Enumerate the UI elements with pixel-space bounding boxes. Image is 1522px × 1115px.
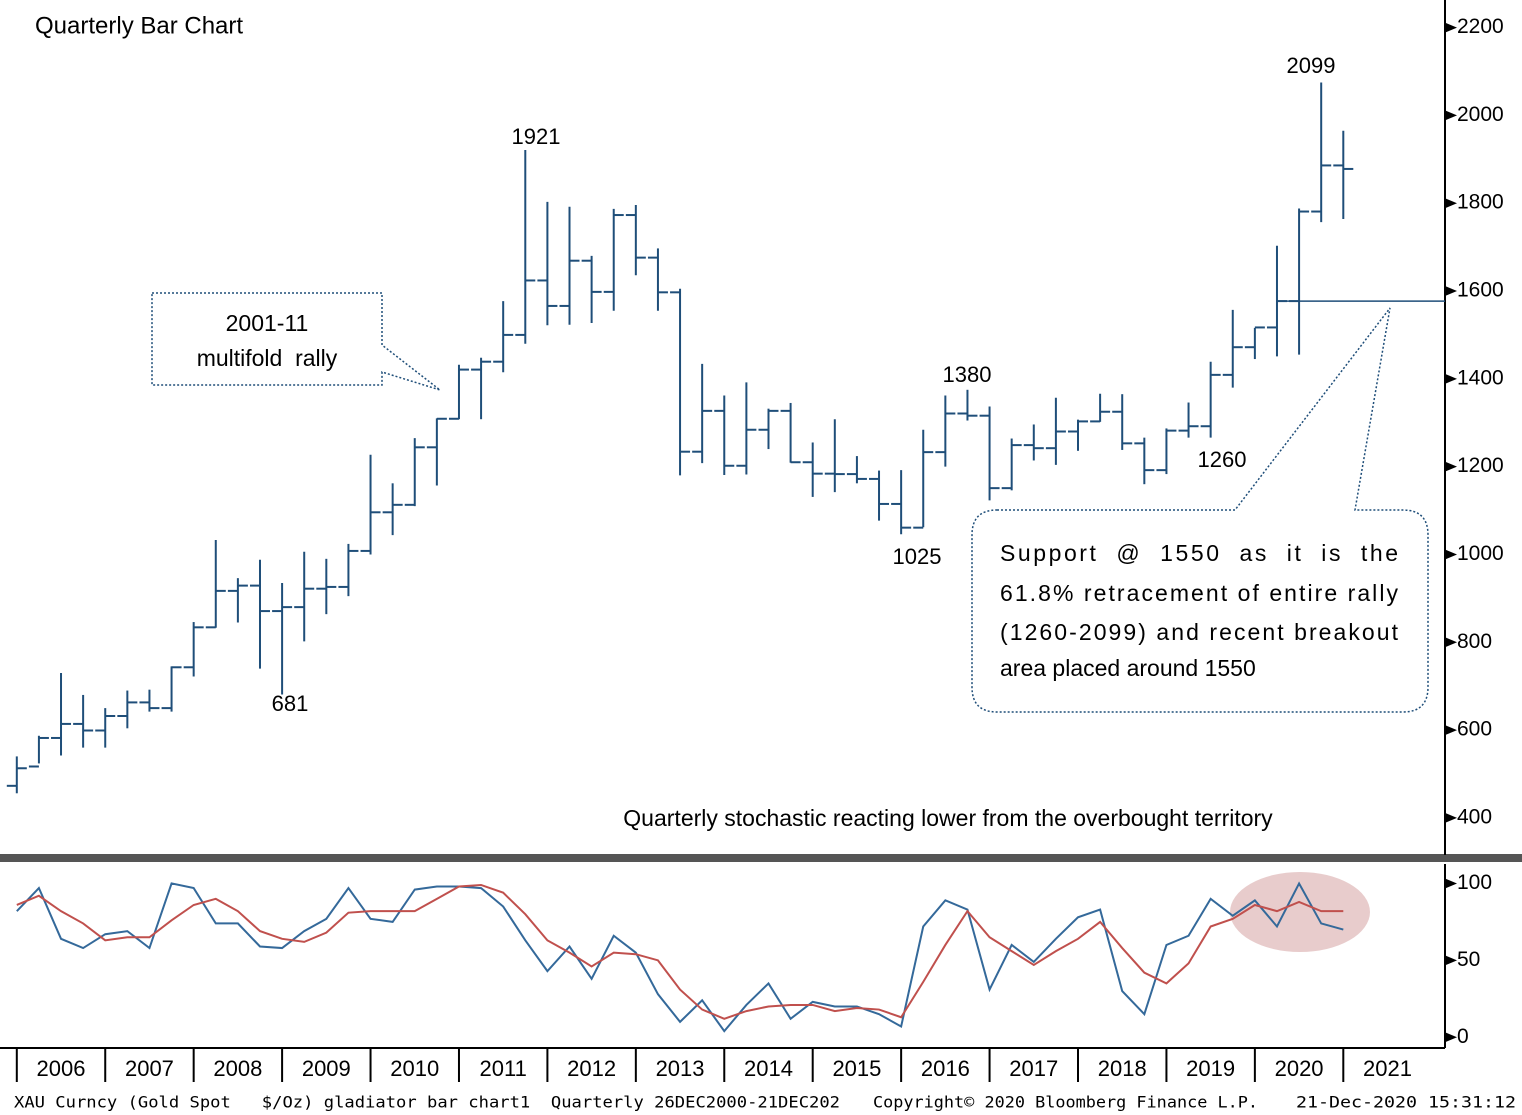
line-series <box>16 881 1344 1033</box>
y-tick-label: 50 <box>1457 948 1480 971</box>
y-tick-label: 0 <box>1457 1025 1469 1048</box>
y-tick <box>1445 725 1457 736</box>
x-tick-label: 2006 <box>37 1056 86 1081</box>
y-tick <box>1445 110 1457 121</box>
y-tick <box>1445 461 1457 472</box>
x-tick-label: 2009 <box>302 1056 351 1081</box>
y-tick-label: 600 <box>1457 718 1492 741</box>
annotation: 1921 <box>512 124 561 149</box>
x-tick-label: 2016 <box>921 1056 970 1081</box>
y-tick-label: 2000 <box>1457 103 1504 126</box>
x-tick-label: 2007 <box>125 1056 174 1081</box>
highlight <box>1230 872 1370 952</box>
annotation: 1260 <box>1198 447 1247 472</box>
y-tick-label: 1600 <box>1457 279 1504 302</box>
footer-text: XAU Curncy (Gold Spot $/Oz) gladiator ba… <box>14 1093 840 1112</box>
x-tick-label: 2014 <box>744 1056 793 1081</box>
x-tick-label: 2020 <box>1275 1056 1324 1081</box>
callout-text: multifold rally <box>197 345 338 371</box>
y-tick <box>1445 286 1457 296</box>
y-tick-label: 2200 <box>1457 15 1504 38</box>
callout-text: 2001-11 <box>226 310 309 336</box>
y-tick-label: 1200 <box>1457 454 1504 477</box>
x-tick-label: 2017 <box>1009 1056 1058 1081</box>
callout-rally <box>151 292 441 391</box>
y-tick-label: 1000 <box>1457 542 1504 565</box>
annotation: 2099 <box>1287 53 1336 78</box>
x-tick-label: 2012 <box>567 1056 616 1081</box>
x-tick-label: 2021 <box>1363 1056 1412 1081</box>
annotation: Quarterly stochastic reacting lower from… <box>623 805 1273 831</box>
panel-divider <box>0 854 1522 862</box>
callout-text: Support @ 1550 as it is the <box>1000 540 1398 566</box>
callout-box <box>151 292 441 391</box>
callout-support <box>971 307 1429 713</box>
annotation: 1025 <box>893 544 942 569</box>
y-tick-label: 100 <box>1457 871 1492 894</box>
annotation: 1380 <box>943 362 992 387</box>
y-tick <box>1445 1032 1457 1043</box>
y-tick <box>1445 955 1457 966</box>
x-tick-label: 2010 <box>390 1056 439 1081</box>
callout-box <box>971 307 1429 713</box>
y-tick-label: 1400 <box>1457 366 1504 389</box>
x-tick-label: 2015 <box>832 1056 881 1081</box>
y-tick <box>1445 373 1457 384</box>
y-tick-label: 1800 <box>1457 191 1504 214</box>
x-tick-label: 2013 <box>656 1056 705 1081</box>
x-tick-label: 2008 <box>213 1056 262 1081</box>
chart-title: Quarterly Bar Chart <box>35 12 243 39</box>
annotation: 681 <box>272 691 309 716</box>
y-tick <box>1445 549 1457 560</box>
y-tick-label: 800 <box>1457 630 1492 653</box>
x-tick-label: 2019 <box>1186 1056 1235 1081</box>
footer-text: 21-Dec-2020 15:31:12 <box>1296 1093 1516 1112</box>
footer-text: Copyright© 2020 Bloomberg Finance L.P. <box>873 1093 1258 1112</box>
y-tick <box>1445 812 1457 823</box>
y-tick-label: 400 <box>1457 805 1492 828</box>
x-tick-label: 2011 <box>480 1056 527 1081</box>
line-series <box>16 883 1344 1020</box>
x-tick-label: 2018 <box>1098 1056 1147 1081</box>
callout-text: 61.8% retracement of entire rally <box>1000 580 1399 606</box>
y-tick <box>1445 198 1457 209</box>
y-tick <box>1445 637 1457 648</box>
y-tick <box>1445 878 1457 889</box>
y-tick <box>1445 22 1457 33</box>
callout-text: area placed around 1550 <box>1000 655 1256 681</box>
